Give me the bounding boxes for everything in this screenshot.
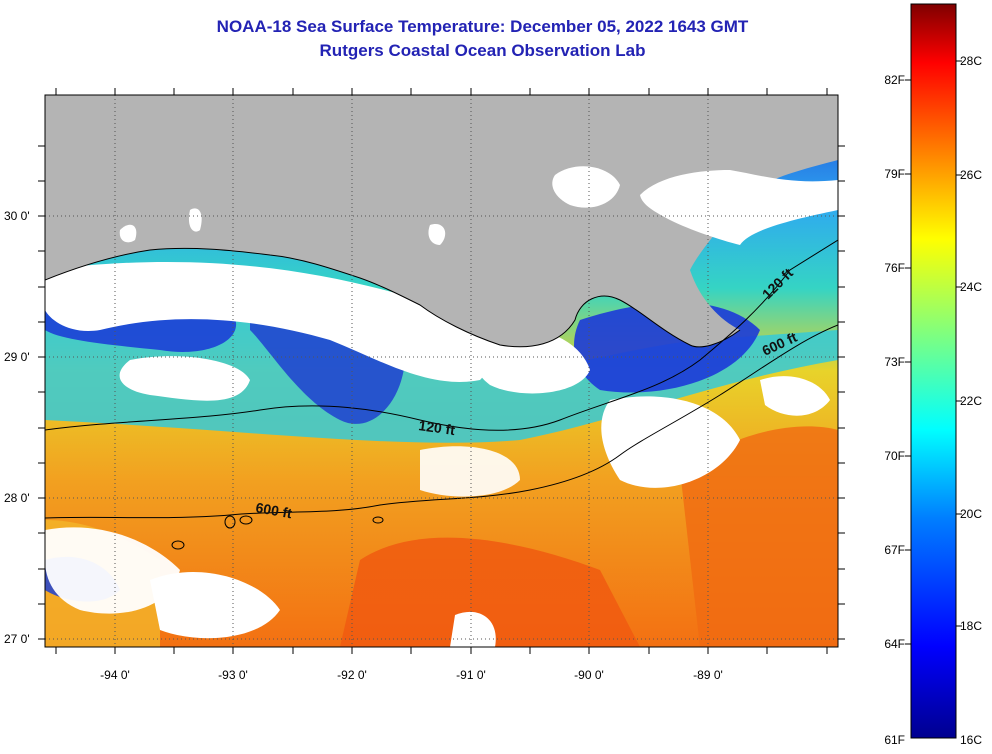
lon-label-92: -92 0'	[337, 668, 367, 682]
lon-label-93: -93 0'	[218, 668, 248, 682]
colorbar-c-20: 20C	[960, 507, 982, 521]
lon-label-90: -90 0'	[574, 668, 604, 682]
colorbar-c-28: 28C	[960, 54, 982, 68]
map-title: NOAA-18 Sea Surface Temperature: Decembe…	[216, 17, 749, 36]
colorbar	[910, 3, 957, 739]
lat-label-30: 30 0'	[4, 209, 30, 223]
lat-label-28: 28 0'	[4, 491, 30, 505]
colorbar-f-61: 61F	[884, 733, 905, 747]
colorbar-f-79: 79F	[884, 167, 905, 181]
land-mass	[45, 95, 838, 347]
lat-label-29: 29 0'	[4, 350, 30, 364]
colorbar-c-18: 18C	[960, 619, 982, 633]
colorbar-c-26: 26C	[960, 168, 982, 182]
colorbar-c-labels: 28C 26C 24C 22C 20C 18C 16C	[960, 54, 982, 747]
colorbar-f-70: 70F	[884, 449, 905, 463]
lon-label-91: -91 0'	[456, 668, 486, 682]
colorbar-c-22: 22C	[960, 394, 982, 408]
contour-label-120-left: 120 ft	[418, 417, 457, 438]
sst-field	[45, 95, 838, 647]
grid	[45, 95, 838, 647]
lat-label-27: 27 0'	[4, 632, 30, 646]
contour-label-600-left: 600 ft	[254, 499, 293, 521]
contour-120ft	[45, 239, 838, 431]
colorbar-c-24: 24C	[960, 280, 982, 294]
colorbar-f-labels: 82F 79F 76F 73F 70F 67F 64F 61F	[884, 73, 905, 747]
contour-600ft	[45, 324, 838, 519]
plot-frame	[44, 94, 839, 648]
axis-ticks	[38, 88, 845, 654]
lon-label-89: -89 0'	[693, 668, 723, 682]
colorbar-f-64: 64F	[884, 637, 905, 651]
colorbar-f-67: 67F	[884, 543, 905, 557]
colorbar-c-16: 16C	[960, 733, 982, 747]
colorbar-ticks	[905, 60, 962, 645]
map-subtitle: Rutgers Coastal Ocean Observation Lab	[319, 41, 646, 60]
colorbar-f-73: 73F	[884, 355, 905, 369]
lon-label-94: -94 0'	[100, 668, 130, 682]
colorbar-f-76: 76F	[884, 261, 905, 275]
colorbar-f-82: 82F	[884, 73, 905, 87]
